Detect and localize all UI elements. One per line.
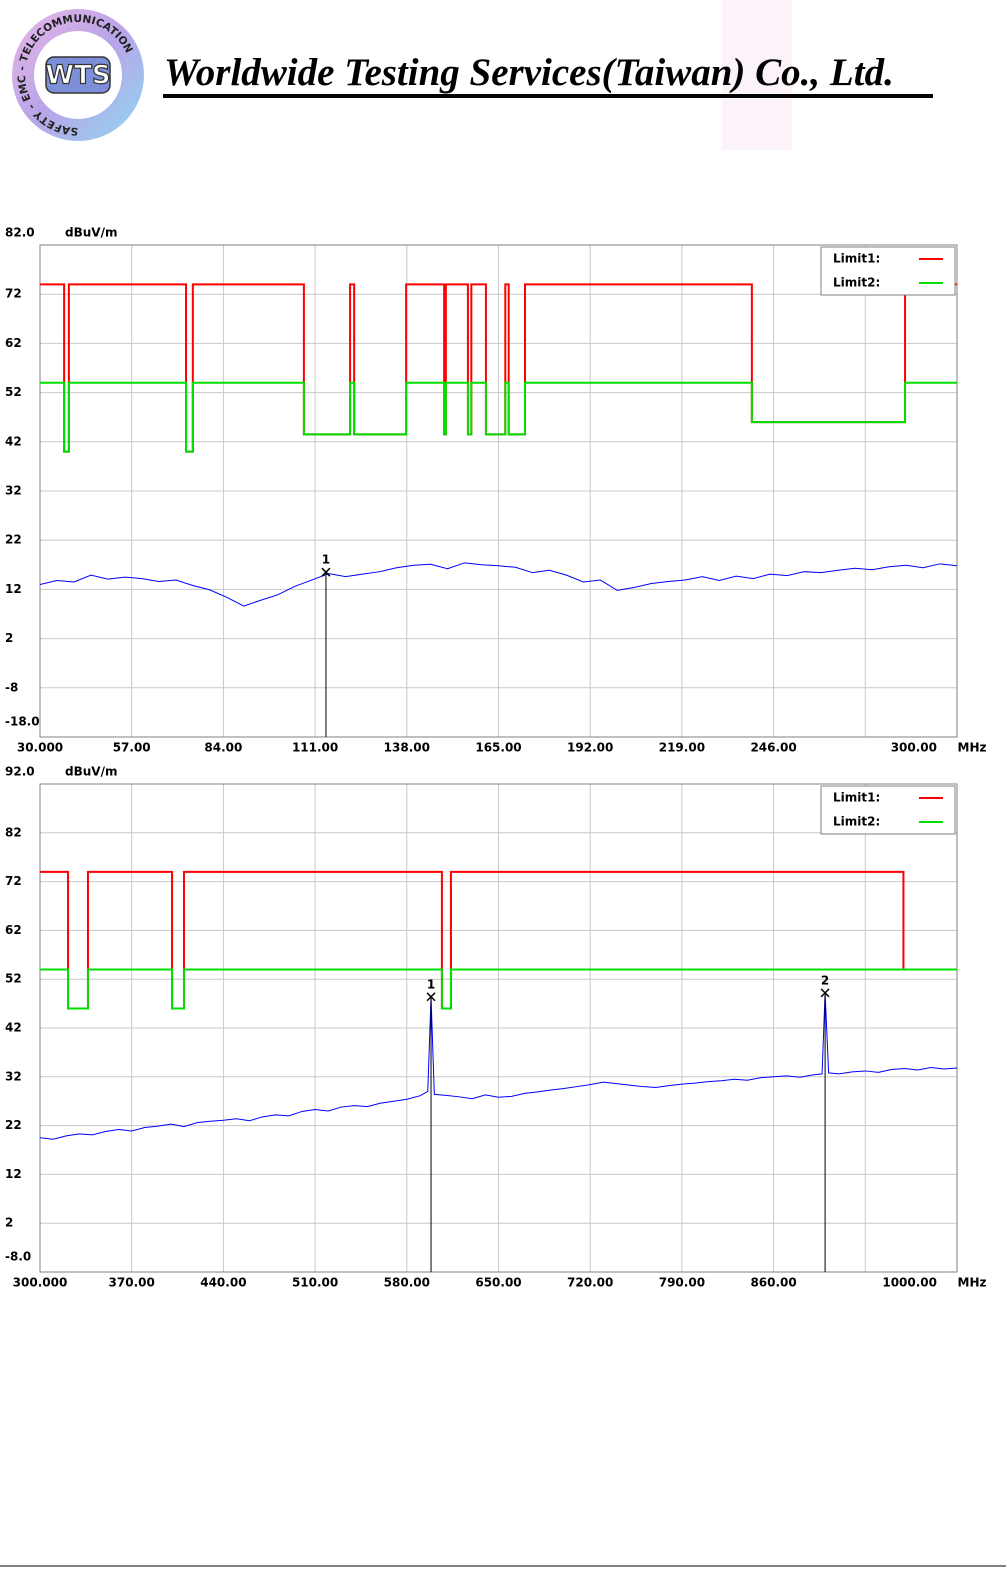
plot-border: [39, 783, 958, 1273]
legend-label: Limit2:: [833, 276, 880, 290]
limit-line: [40, 968, 957, 1010]
y-tick-label: 2: [5, 631, 13, 645]
y-tick-label: 32: [5, 484, 22, 498]
trace-line: [40, 562, 957, 607]
marker-cross: [426, 992, 436, 1002]
limit-line: [40, 381, 957, 453]
y-tick-label: 32: [5, 1069, 22, 1083]
y-tick-label: 92.0: [5, 765, 35, 779]
legend-box: [820, 246, 956, 296]
marker-cross: [321, 567, 331, 577]
y-tick-label: -8: [5, 680, 18, 694]
x-tick-label: 860.00: [750, 1276, 796, 1290]
company-name: Worldwide Testing Services(Taiwan) Co., …: [164, 51, 894, 94]
y-tick-label: 12: [5, 1167, 22, 1181]
legend-label: Limit1:: [833, 252, 880, 266]
marker-label: 1: [322, 553, 330, 567]
x-tick-label: 370.00: [109, 1276, 155, 1290]
marker: 2: [820, 973, 830, 1272]
x-tick-label: 790.00: [659, 1276, 705, 1290]
x-tick-label: 165.00: [475, 741, 521, 755]
logo: SAFETY - EMC - TELECOMMUNICATION WTS: [12, 9, 144, 141]
y-tick-label: 82: [5, 825, 22, 839]
legend-label: Limit2:: [833, 815, 880, 829]
x-unit: MHz: [958, 1276, 987, 1290]
x-tick-label: 440.00: [200, 1276, 246, 1290]
x-tick-label: 138.00: [384, 741, 430, 755]
y-unit: dBuV/m: [65, 765, 117, 779]
legend-label: Limit1:: [833, 791, 880, 805]
x-tick-label: 1000.00: [882, 1276, 937, 1290]
marker-label: 2: [821, 973, 829, 987]
y-tick-label: 22: [5, 533, 22, 547]
x-tick-label: 300.00: [891, 741, 937, 755]
marker: 1: [426, 977, 436, 1272]
y-tick-label: 52: [5, 972, 22, 986]
y-tick-label: 12: [5, 582, 22, 596]
header-shade: [722, 0, 792, 150]
x-tick-label: 84.00: [204, 741, 242, 755]
x-tick-label: 580.00: [384, 1276, 430, 1290]
x-tick-label: 192.00: [567, 741, 613, 755]
y-tick-label: 72: [5, 287, 22, 301]
x-tick-label: 30.000: [17, 741, 63, 755]
y-tick-label: 62: [5, 336, 22, 350]
plot-border: [39, 244, 958, 738]
x-tick-label: 57.00: [113, 741, 151, 755]
y-unit: dBuV/m: [65, 226, 117, 240]
x-tick-label: 510.00: [292, 1276, 338, 1290]
y-tick-label: 22: [5, 1118, 22, 1132]
y-tick-label: 82.0: [5, 226, 35, 240]
y-tick-label: 2: [5, 1216, 13, 1230]
x-tick-label: 111.00: [292, 741, 338, 755]
y-tick-label: -8.0: [5, 1250, 31, 1264]
x-tick-label: 246.00: [750, 741, 796, 755]
trace-line: [40, 992, 957, 1140]
y-tick-label: 42: [5, 434, 22, 448]
y-tick-label: 62: [5, 923, 22, 937]
marker-cross: [820, 988, 830, 998]
y-tick-label: 72: [5, 874, 22, 888]
x-unit: MHz: [958, 741, 987, 755]
x-tick-label: 219.00: [659, 741, 705, 755]
y-tick-label: -18.0: [5, 715, 40, 729]
x-tick-label: 650.00: [475, 1276, 521, 1290]
x-tick-label: 720.00: [567, 1276, 613, 1290]
y-tick-label: 42: [5, 1021, 22, 1035]
y-tick-label: 52: [5, 385, 22, 399]
x-tick-label: 300.000: [13, 1276, 68, 1290]
legend-box: [820, 785, 956, 835]
logo-badge: [45, 56, 111, 94]
marker-label: 1: [427, 977, 435, 991]
marker: 1: [321, 553, 331, 737]
chart: -18.0 -8 2 12 22 32 42 52 62 72 82.0 30.000 57.00 84.…: [5, 226, 987, 755]
logo-mark: WTS: [45, 61, 110, 91]
title-underline: [163, 94, 933, 98]
